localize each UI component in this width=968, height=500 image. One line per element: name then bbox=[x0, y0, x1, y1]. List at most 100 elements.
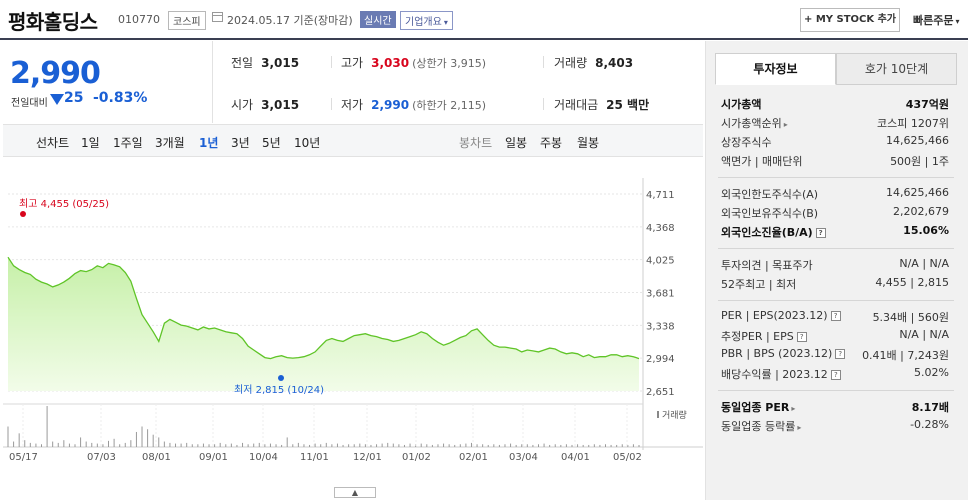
row-value: 4,455 | 2,815 bbox=[875, 276, 949, 289]
chevron-right-icon[interactable]: ▸ bbox=[783, 120, 788, 129]
quick-order-label: 빠른주문 bbox=[913, 14, 954, 27]
y-tick-label: 4,711 bbox=[646, 190, 675, 201]
y-tick-label: 2,994 bbox=[646, 354, 675, 365]
stat-value: 25 백만 bbox=[606, 98, 650, 112]
volume-legend-swatch bbox=[657, 411, 659, 418]
row-value: 15.06% bbox=[903, 224, 949, 237]
row-pbr-bps: PBR | BPS (2023.12)? 0.41배 | 7,243원 bbox=[721, 347, 949, 365]
row-value: 5.02% bbox=[914, 366, 949, 379]
x-tick-label: 08/01 bbox=[142, 452, 171, 463]
stat-open: 시가 3,015 bbox=[231, 96, 299, 113]
row-label: 액면가 | 매매단위 bbox=[721, 155, 803, 168]
row-value: -0.28% bbox=[910, 418, 949, 431]
stat-value: 3,015 bbox=[261, 56, 300, 70]
period-1w-button[interactable]: 1주일 bbox=[113, 136, 143, 150]
period-3m-button[interactable]: 3개월 bbox=[155, 136, 185, 150]
row-value: 5.34배 | 560원 bbox=[872, 311, 949, 324]
row-label-text: 동일업종 PER bbox=[721, 401, 790, 414]
chevron-right-icon[interactable]: ▸ bbox=[797, 423, 802, 432]
divider bbox=[331, 56, 332, 68]
stat-value: 3,015 bbox=[261, 98, 300, 112]
quick-order-dropdown[interactable]: 빠른주문 ▾ bbox=[913, 12, 960, 28]
candle-monthly-button[interactable]: 월봉 bbox=[577, 136, 600, 150]
divider bbox=[543, 98, 544, 110]
tab-hoga-10[interactable]: 호가 10단계 bbox=[836, 53, 957, 85]
high-marker bbox=[20, 211, 26, 217]
row-label: 투자의견 | 목표주가 bbox=[721, 259, 813, 272]
candle-daily-button[interactable]: 일봉 bbox=[505, 136, 528, 150]
row-dividend: 배당수익률 | 2023.12? 5.02% bbox=[721, 366, 949, 384]
company-info-dropdown[interactable]: 기업개요 ▾ bbox=[400, 11, 453, 30]
price-area bbox=[8, 257, 639, 391]
row-label: 시가총액순위 ▸ bbox=[721, 115, 788, 131]
x-tick-label: 07/03 bbox=[87, 452, 116, 463]
x-tick-label: 12/01 bbox=[353, 452, 382, 463]
stat-label: 저가 bbox=[341, 98, 364, 112]
row-label-text: PER | EPS(2023.12) bbox=[721, 309, 828, 322]
high-label: 최고 4,455 (05/25) bbox=[19, 198, 109, 210]
stat-label: 거래량 bbox=[554, 56, 588, 70]
row-label: PBR | BPS (2023.12)? bbox=[721, 347, 846, 360]
period-5y-button[interactable]: 5년 bbox=[262, 136, 281, 150]
stat-value: 3,030 bbox=[371, 56, 410, 70]
row-label: 외국인소진율(B/A)? bbox=[721, 224, 826, 240]
row-value: 14,625,466 bbox=[886, 134, 949, 147]
row-value: N/A | N/A bbox=[899, 328, 949, 341]
row-label-text: PBR | BPS (2023.12) bbox=[721, 347, 833, 360]
market-badge: 코스피 bbox=[168, 11, 206, 30]
row-label: 시가총액 bbox=[721, 98, 762, 111]
as-of-date: 2024.05.17 기준(장마감) bbox=[227, 14, 353, 27]
x-tick-label: 11/01 bbox=[300, 452, 329, 463]
stat-high: 고가 3,030 (상한가 3,915) bbox=[341, 54, 486, 71]
row-value: 437억원 bbox=[905, 98, 949, 111]
stat-label: 전일 bbox=[231, 56, 254, 70]
y-tick-label: 3,681 bbox=[646, 289, 675, 300]
collapse-button[interactable]: ▲ bbox=[334, 487, 376, 498]
period-1d-button[interactable]: 1일 bbox=[81, 136, 100, 150]
info-panel: 투자정보 호가 10단계 시가총액 437억원 시가총액순위 ▸ 코스피 1207위 … bbox=[705, 41, 968, 500]
row-value: 500원 | 1주 bbox=[890, 155, 949, 168]
row-value: 8.17배 bbox=[911, 401, 949, 414]
down-triangle-icon bbox=[50, 94, 64, 105]
row-value: 코스피 1207위 bbox=[877, 117, 949, 130]
x-tick-label: 05/02 bbox=[613, 452, 642, 463]
row-label: 외국인보유주식수(B) bbox=[721, 207, 819, 220]
stat-label: 거래대금 bbox=[554, 98, 599, 112]
chevron-up-icon: ▲ bbox=[351, 488, 359, 497]
price-change-rate: -0.83% bbox=[93, 90, 148, 106]
help-icon[interactable]: ? bbox=[830, 311, 841, 321]
price-chart[interactable]: 4,711 4,368 4,025 3,681 3,338 2,994 2,651 최고 4,… bbox=[3, 158, 703, 500]
row-label-text: 추정PER | EPS bbox=[721, 330, 794, 343]
row-par: 액면가 | 매매단위 500원 | 1주 bbox=[721, 153, 949, 171]
row-shares: 상장주식수 14,625,466 bbox=[721, 134, 949, 152]
stock-code: 010770 bbox=[118, 13, 160, 26]
period-3y-button[interactable]: 3년 bbox=[231, 136, 250, 150]
help-icon[interactable]: ? bbox=[835, 349, 846, 359]
row-cap-rank: 시가총액순위 ▸ 코스피 1207위 bbox=[721, 115, 949, 133]
price-line bbox=[7, 256, 640, 360]
tab-invest-info[interactable]: 투자정보 bbox=[715, 53, 836, 85]
add-mystock-button[interactable]: + MY STOCK 추가 bbox=[800, 8, 900, 32]
help-icon[interactable]: ? bbox=[796, 332, 807, 342]
row-label: PER | EPS(2023.12)? bbox=[721, 309, 841, 322]
row-per-eps: PER | EPS(2023.12)? 5.34배 | 560원 bbox=[721, 309, 949, 327]
realtime-button[interactable]: 실시간 bbox=[360, 11, 396, 28]
row-label: 배당수익률 | 2023.12? bbox=[721, 366, 841, 382]
row-label: 추정PER | EPS? bbox=[721, 328, 807, 344]
low-marker bbox=[278, 375, 284, 381]
candle-chart-label: 봉차트 bbox=[459, 136, 493, 150]
chart-toolbar: 선차트 1일 1주일 3개월 1년 3년 5년 10년 봉차트 일봉 주봉 월봉 bbox=[3, 124, 703, 157]
help-icon[interactable]: ? bbox=[815, 228, 826, 238]
period-10y-button[interactable]: 10년 bbox=[294, 136, 321, 150]
chevron-right-icon[interactable]: ▸ bbox=[791, 404, 796, 413]
period-1y-button[interactable]: 1년 bbox=[199, 136, 219, 150]
candle-weekly-button[interactable]: 주봉 bbox=[540, 136, 563, 150]
row-label: 52주최고 | 최저 bbox=[721, 278, 797, 291]
row-foreign-limit: 외국인한도주식수(A) 14,625,466 bbox=[721, 186, 949, 204]
divider bbox=[331, 98, 332, 110]
x-tick-label: 01/02 bbox=[402, 452, 431, 463]
x-tick-label: 05/17 bbox=[9, 452, 38, 463]
row-est-per: 추정PER | EPS? N/A | N/A bbox=[721, 328, 949, 346]
help-icon[interactable]: ? bbox=[830, 370, 841, 380]
company-name: 평화홀딩스 bbox=[8, 10, 98, 34]
